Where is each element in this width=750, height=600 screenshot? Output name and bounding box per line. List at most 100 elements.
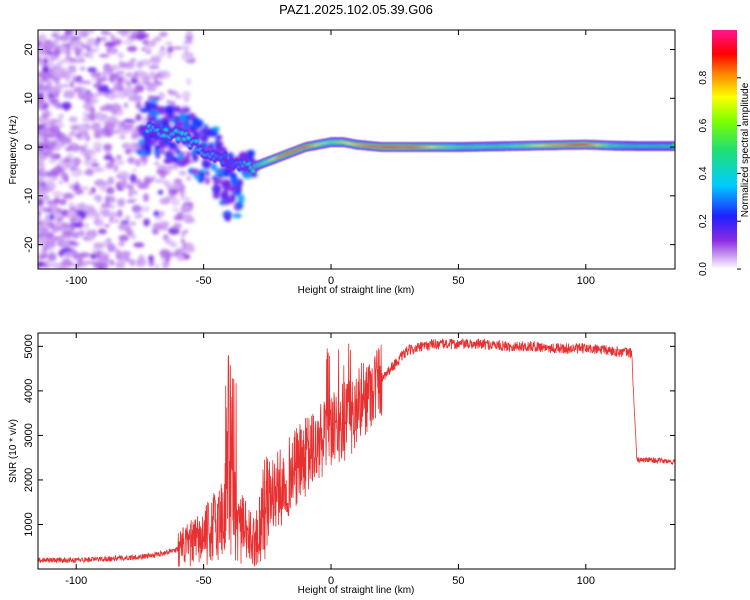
noise-blob bbox=[104, 224, 111, 228]
noise-blob bbox=[109, 259, 115, 266]
noise-blob bbox=[43, 187, 48, 195]
x-tick-label: 0 bbox=[328, 575, 334, 587]
noise-blob bbox=[129, 173, 137, 183]
noise-blob bbox=[94, 111, 103, 121]
noise-blob bbox=[176, 254, 185, 262]
noise-blob bbox=[168, 140, 174, 150]
noise-blob bbox=[118, 241, 125, 247]
noise-blob bbox=[118, 92, 126, 100]
noise-blob bbox=[104, 130, 114, 138]
noise-blob bbox=[38, 97, 45, 107]
x-tick-label: -50 bbox=[196, 275, 212, 287]
noise-blob bbox=[223, 170, 230, 178]
x-tick-label: 100 bbox=[577, 275, 595, 287]
noise-blob bbox=[164, 105, 175, 114]
noise-blob bbox=[116, 30, 122, 35]
colorbar-tick-label: 0.8 bbox=[698, 70, 709, 84]
noise-blob bbox=[42, 246, 48, 252]
noise-blob bbox=[172, 46, 183, 50]
ridge-core bbox=[223, 153, 228, 158]
noise-blob bbox=[50, 70, 63, 78]
noise-blob bbox=[73, 263, 82, 268]
noise-blob bbox=[106, 66, 114, 75]
noise-blob bbox=[139, 107, 150, 113]
noise-blob bbox=[123, 102, 129, 109]
noise-blob bbox=[76, 79, 89, 85]
noise-blob bbox=[148, 260, 155, 267]
noise-blob bbox=[126, 128, 137, 133]
noise-blob bbox=[131, 234, 137, 240]
y-tick-label: 4000 bbox=[23, 379, 35, 403]
y-tick-label: 0 bbox=[23, 144, 35, 150]
noise-blob bbox=[108, 115, 117, 124]
noise-blob bbox=[49, 261, 60, 269]
noise-blob bbox=[97, 128, 106, 136]
noise-blob bbox=[38, 92, 45, 99]
noise-blob bbox=[79, 125, 90, 132]
snr-y-label: SNR (10 * v/v) bbox=[8, 419, 19, 483]
noise-blob bbox=[46, 121, 57, 127]
noise-blob bbox=[83, 101, 91, 110]
noise-blob bbox=[53, 38, 59, 43]
noise-blob bbox=[145, 50, 152, 54]
noise-blob bbox=[172, 183, 181, 191]
noise-blob bbox=[54, 165, 63, 174]
noise-blob bbox=[96, 250, 102, 258]
noise-blob bbox=[94, 92, 105, 97]
noise-blob bbox=[42, 71, 47, 78]
noise-blob bbox=[49, 118, 56, 123]
noise-blob bbox=[69, 166, 76, 172]
noise-blob bbox=[157, 49, 166, 58]
noise-blob bbox=[44, 213, 50, 222]
noise-blob bbox=[175, 94, 182, 99]
noise-blob bbox=[100, 250, 106, 259]
noise-blob bbox=[38, 84, 45, 88]
noise-blob bbox=[175, 248, 181, 257]
noise-blob bbox=[123, 30, 130, 37]
noise-blob bbox=[57, 236, 65, 244]
x-tick-label: -100 bbox=[65, 275, 87, 287]
noise-blob bbox=[83, 159, 92, 167]
noise-blob bbox=[68, 64, 77, 74]
noise-blob bbox=[107, 243, 116, 253]
spectrogram-y-ticks: -20 -10 0 10 20 bbox=[23, 43, 675, 253]
noise-blob bbox=[67, 182, 74, 189]
noise-blob bbox=[205, 170, 210, 177]
noise-blob bbox=[154, 36, 162, 42]
noise-blob bbox=[105, 161, 114, 170]
noise-blob bbox=[68, 116, 78, 123]
noise-blob bbox=[44, 170, 55, 177]
noise-blob bbox=[143, 155, 148, 163]
y-tick-label: -10 bbox=[23, 188, 35, 204]
noise-blob bbox=[130, 33, 138, 41]
noise-blob bbox=[137, 30, 146, 35]
ridge-core bbox=[186, 136, 191, 140]
noise-blob bbox=[82, 116, 91, 123]
spectrogram-ridge bbox=[144, 121, 675, 176]
noise-blob bbox=[113, 66, 124, 70]
snr-x-label: Height of straight line (km) bbox=[298, 585, 415, 596]
noise-blob bbox=[74, 180, 80, 186]
x-tick-label: 100 bbox=[577, 575, 595, 587]
noise-blob bbox=[96, 147, 101, 153]
noise-blob bbox=[117, 52, 124, 60]
noise-blob bbox=[103, 144, 113, 152]
noise-blob bbox=[123, 118, 135, 123]
noise-blob bbox=[117, 209, 123, 218]
x-tick-label: 0 bbox=[328, 275, 334, 287]
noise-blob bbox=[153, 144, 161, 151]
noise-blob bbox=[48, 159, 57, 164]
noise-blob bbox=[213, 176, 219, 186]
noise-blob bbox=[126, 45, 138, 53]
y-tick-label: 10 bbox=[23, 92, 35, 104]
noise-blob bbox=[58, 113, 64, 120]
y-tick-label: 1000 bbox=[23, 512, 35, 536]
noise-blob bbox=[84, 186, 90, 191]
noise-blob bbox=[48, 97, 59, 105]
noise-blob bbox=[46, 147, 53, 155]
noise-blob bbox=[115, 261, 126, 269]
x-tick-label: 50 bbox=[452, 575, 464, 587]
noise-blob bbox=[123, 79, 130, 85]
noise-blob bbox=[128, 190, 133, 198]
noise-blob bbox=[139, 71, 147, 75]
